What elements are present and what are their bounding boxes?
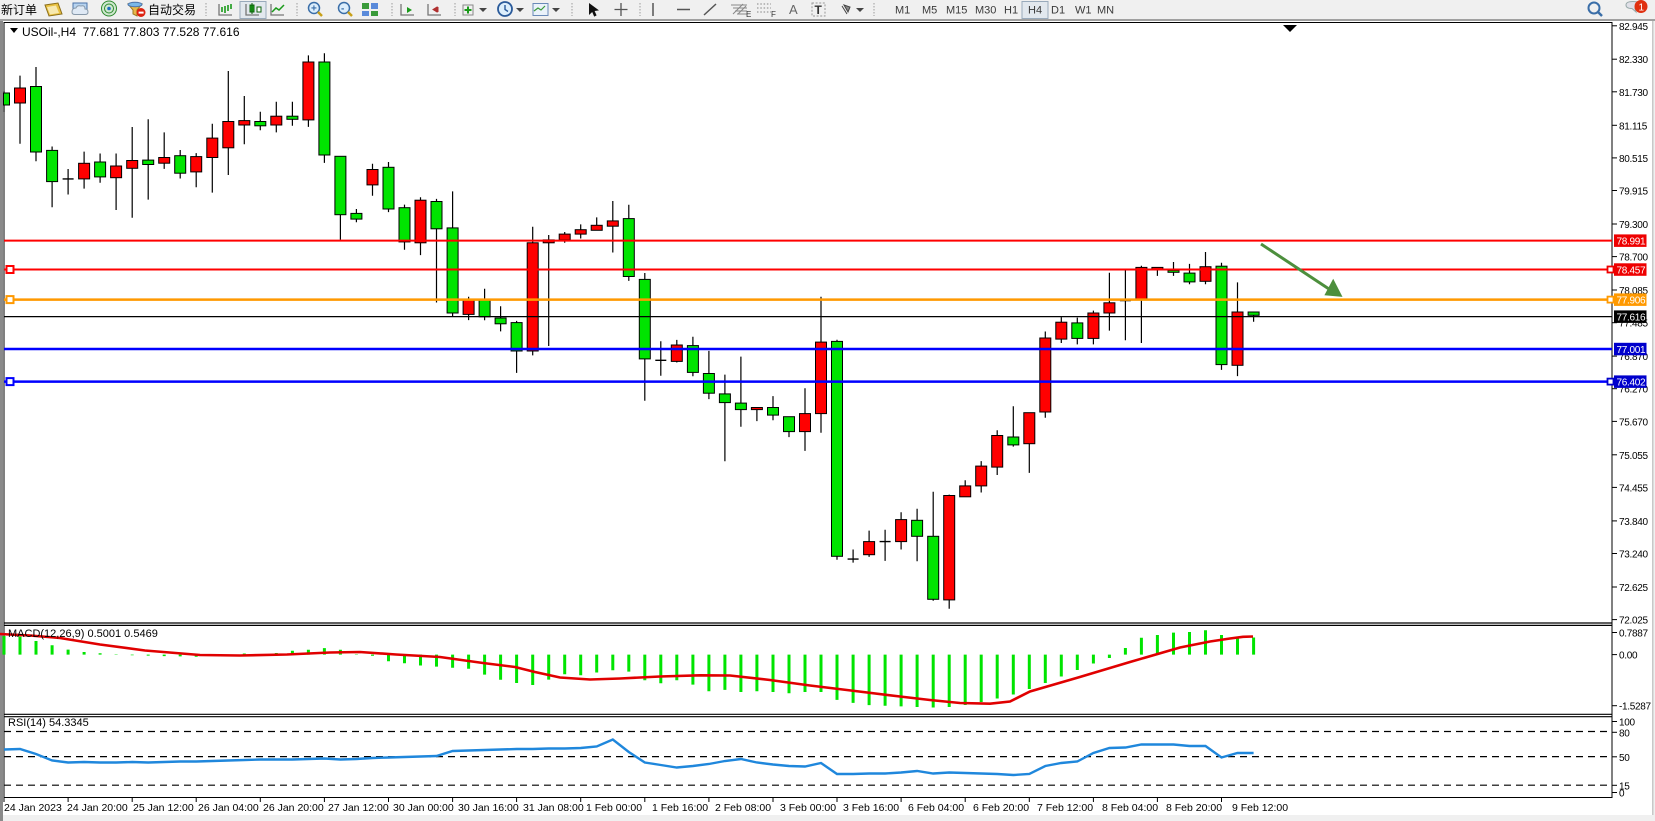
svg-text:30 Jan 00:00: 30 Jan 00:00 xyxy=(393,802,454,814)
svg-text:74.455: 74.455 xyxy=(1619,483,1649,494)
svg-text:M5: M5 xyxy=(922,5,937,17)
svg-text:T: T xyxy=(815,3,823,17)
svg-text:72.025: 72.025 xyxy=(1619,616,1649,627)
svg-text:M15: M15 xyxy=(946,5,967,17)
svg-text:3 Feb 16:00: 3 Feb 16:00 xyxy=(843,802,899,814)
svg-text:1 Feb 00:00: 1 Feb 00:00 xyxy=(586,802,642,814)
svg-text:1: 1 xyxy=(1639,3,1645,14)
svg-text:77.906: 77.906 xyxy=(1617,295,1647,306)
svg-text:15: 15 xyxy=(1619,781,1630,792)
svg-text:75.670: 75.670 xyxy=(1619,417,1649,428)
svg-text:72.625: 72.625 xyxy=(1619,583,1649,594)
svg-text:76.870: 76.870 xyxy=(1619,352,1649,363)
svg-text:100: 100 xyxy=(1619,718,1636,729)
svg-text:24 Jan 20:00: 24 Jan 20:00 xyxy=(67,802,128,814)
svg-text:76.402: 76.402 xyxy=(1617,377,1647,388)
svg-text:73.240: 73.240 xyxy=(1619,550,1649,561)
svg-text:81.115: 81.115 xyxy=(1619,121,1648,132)
svg-text:E: E xyxy=(746,10,751,19)
svg-text:31 Jan 08:00: 31 Jan 08:00 xyxy=(523,802,584,814)
svg-text:77.001: 77.001 xyxy=(1617,345,1647,356)
svg-text:6 Feb 20:00: 6 Feb 20:00 xyxy=(973,802,1029,814)
svg-text:+: + xyxy=(311,4,317,15)
svg-text:80: 80 xyxy=(1619,728,1630,739)
svg-text:D1: D1 xyxy=(1051,5,1065,17)
svg-text:26 Jan 04:00: 26 Jan 04:00 xyxy=(198,802,259,814)
svg-text:A: A xyxy=(789,2,798,17)
svg-text:2 Feb 08:00: 2 Feb 08:00 xyxy=(715,802,771,814)
svg-text:0.00: 0.00 xyxy=(1619,651,1638,662)
svg-text:M30: M30 xyxy=(975,5,996,17)
svg-text:30 Jan 16:00: 30 Jan 16:00 xyxy=(458,802,519,814)
svg-text:9 Feb 12:00: 9 Feb 12:00 xyxy=(1232,802,1288,814)
svg-text:RSI(14) 54.3345: RSI(14) 54.3345 xyxy=(8,717,89,729)
svg-text:8 Feb 20:00: 8 Feb 20:00 xyxy=(1166,802,1222,814)
svg-text:75.055: 75.055 xyxy=(1619,451,1649,462)
svg-text:50: 50 xyxy=(1619,753,1630,764)
svg-text:H4: H4 xyxy=(1028,5,1042,17)
svg-text:MN: MN xyxy=(1097,5,1114,17)
svg-text:77.616: 77.616 xyxy=(1617,312,1647,323)
svg-text:82.330: 82.330 xyxy=(1619,55,1649,66)
svg-text:82.945: 82.945 xyxy=(1619,22,1649,33)
svg-text:USOil-,H4 77.681 77.803 77.52: USOil-,H4 77.681 77.803 77.528 77.616 xyxy=(22,25,240,39)
svg-text:78.991: 78.991 xyxy=(1617,236,1647,247)
svg-text:78.700: 78.700 xyxy=(1619,253,1649,264)
svg-text:27 Jan 12:00: 27 Jan 12:00 xyxy=(328,802,389,814)
svg-text:-1.5287: -1.5287 xyxy=(1619,702,1652,713)
svg-text:79.300: 79.300 xyxy=(1619,220,1649,231)
svg-text:80.515: 80.515 xyxy=(1619,154,1649,165)
svg-text:新订单: 新订单 xyxy=(1,2,37,17)
svg-text:MACD(12,26,9) 0.5001 0.5469: MACD(12,26,9) 0.5001 0.5469 xyxy=(8,628,158,640)
svg-text:25 Jan 12:00: 25 Jan 12:00 xyxy=(133,802,194,814)
svg-text:73.840: 73.840 xyxy=(1619,517,1649,528)
svg-text:F: F xyxy=(771,10,776,19)
svg-text:24 Jan 2023: 24 Jan 2023 xyxy=(4,802,62,814)
svg-text:0.7887: 0.7887 xyxy=(1619,629,1649,640)
svg-text:76.270: 76.270 xyxy=(1619,385,1649,396)
svg-text:M1: M1 xyxy=(895,5,910,17)
svg-text:H1: H1 xyxy=(1004,5,1018,17)
svg-text:81.730: 81.730 xyxy=(1619,88,1649,99)
svg-text:W1: W1 xyxy=(1075,5,1092,17)
svg-text:6 Feb 04:00: 6 Feb 04:00 xyxy=(908,802,964,814)
svg-text:8 Feb 04:00: 8 Feb 04:00 xyxy=(1102,802,1158,814)
svg-text:3 Feb 00:00: 3 Feb 00:00 xyxy=(780,802,836,814)
svg-text:78.457: 78.457 xyxy=(1617,265,1647,276)
svg-text:77.485: 77.485 xyxy=(1619,319,1649,330)
svg-text:7 Feb 12:00: 7 Feb 12:00 xyxy=(1037,802,1093,814)
svg-text:78.085: 78.085 xyxy=(1619,286,1649,297)
svg-text:79.915: 79.915 xyxy=(1619,187,1649,198)
svg-text:0: 0 xyxy=(1619,789,1625,800)
svg-text:自动交易: 自动交易 xyxy=(148,2,196,17)
svg-text:26 Jan 20:00: 26 Jan 20:00 xyxy=(263,802,324,814)
svg-text:-: - xyxy=(341,4,344,15)
svg-text:1 Feb 16:00: 1 Feb 16:00 xyxy=(652,802,708,814)
